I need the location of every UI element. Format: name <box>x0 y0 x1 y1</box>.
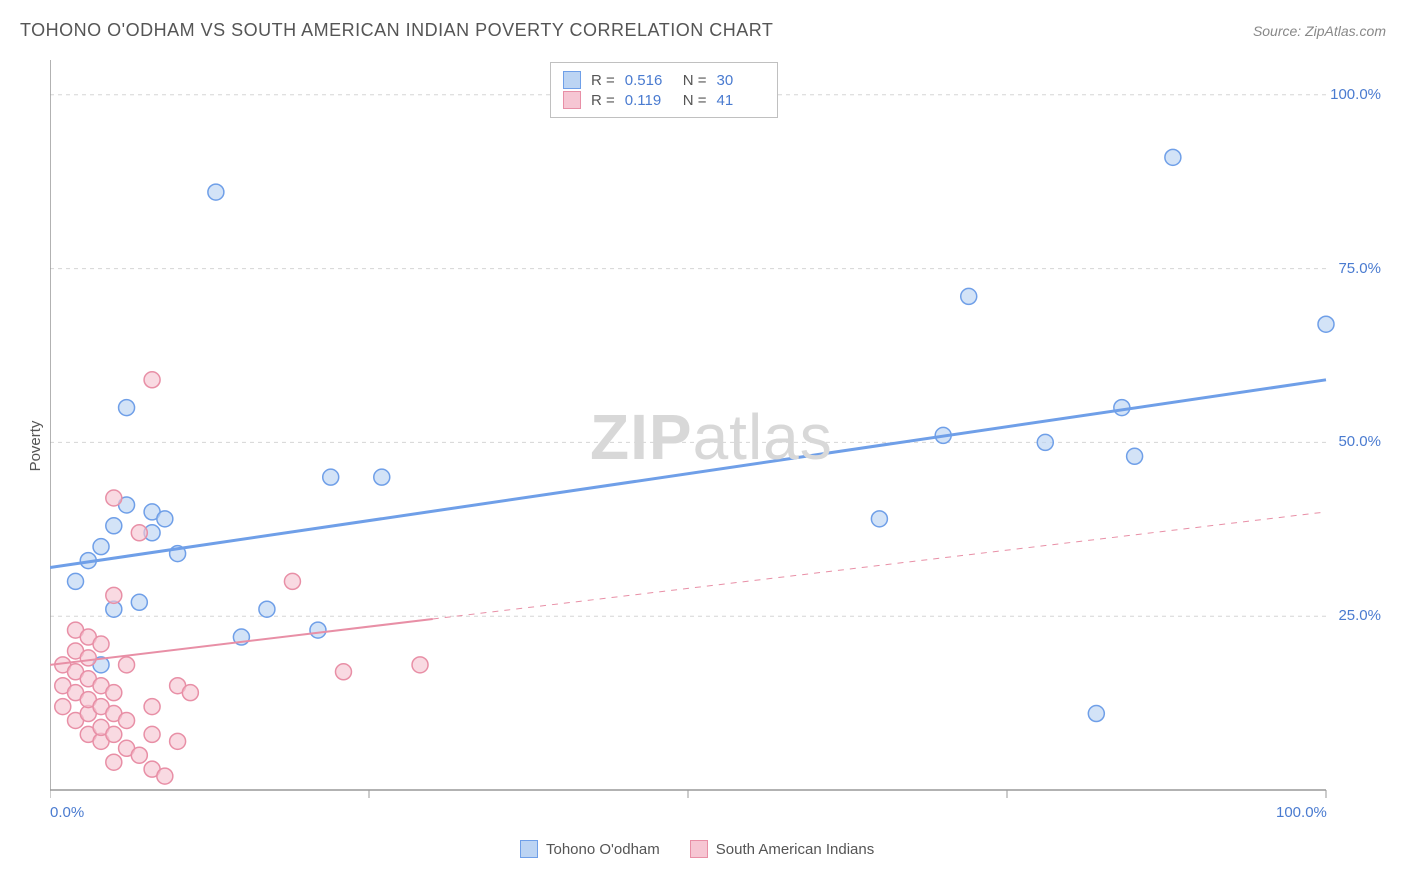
scatter-plot <box>50 60 1386 820</box>
x-tick-label: 0.0% <box>50 804 84 821</box>
swatch-series-1 <box>563 91 581 109</box>
series-legend: Tohono O'odham South American Indians <box>520 840 874 858</box>
r-label: R = <box>591 72 615 89</box>
legend-label-1: South American Indians <box>716 841 874 858</box>
swatch-series-0 <box>563 71 581 89</box>
r-value-1: 0.119 <box>625 92 673 109</box>
y-tick-label: 50.0% <box>1338 433 1381 450</box>
legend-label-0: Tohono O'odham <box>546 841 660 858</box>
n-value-1: 41 <box>717 92 765 109</box>
n-label: N = <box>683 72 707 89</box>
source-attribution: Source: ZipAtlas.com <box>1253 23 1386 39</box>
x-tick-label: 100.0% <box>1276 804 1327 821</box>
y-axis-label: Poverty <box>27 421 44 472</box>
n-label: N = <box>683 92 707 109</box>
legend-item-1: South American Indians <box>690 840 874 858</box>
n-value-0: 30 <box>717 72 765 89</box>
swatch-icon <box>520 840 538 858</box>
r-label: R = <box>591 92 615 109</box>
chart-header: TOHONO O'ODHAM VS SOUTH AMERICAN INDIAN … <box>20 20 1386 41</box>
r-value-0: 0.516 <box>625 72 673 89</box>
stat-row-series-1: R = 0.119 N = 41 <box>563 91 765 109</box>
y-tick-label: 100.0% <box>1330 86 1381 103</box>
y-tick-label: 25.0% <box>1338 607 1381 624</box>
stat-row-series-0: R = 0.516 N = 30 <box>563 71 765 89</box>
swatch-icon <box>690 840 708 858</box>
legend-item-0: Tohono O'odham <box>520 840 660 858</box>
stat-legend: R = 0.516 N = 30 R = 0.119 N = 41 <box>550 62 778 118</box>
chart-title: TOHONO O'ODHAM VS SOUTH AMERICAN INDIAN … <box>20 20 773 41</box>
y-tick-label: 75.0% <box>1338 260 1381 277</box>
chart-area: ZIPatlas R = 0.516 N = 30 R = 0.119 N = … <box>50 60 1386 820</box>
